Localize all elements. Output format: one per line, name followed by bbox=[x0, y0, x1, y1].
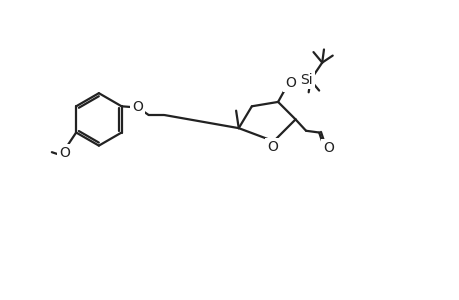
Text: O: O bbox=[266, 140, 277, 154]
Text: O: O bbox=[285, 76, 296, 90]
Text: O: O bbox=[59, 146, 70, 160]
Text: O: O bbox=[132, 100, 142, 114]
Text: O: O bbox=[322, 141, 333, 155]
Text: Si: Si bbox=[300, 73, 312, 87]
